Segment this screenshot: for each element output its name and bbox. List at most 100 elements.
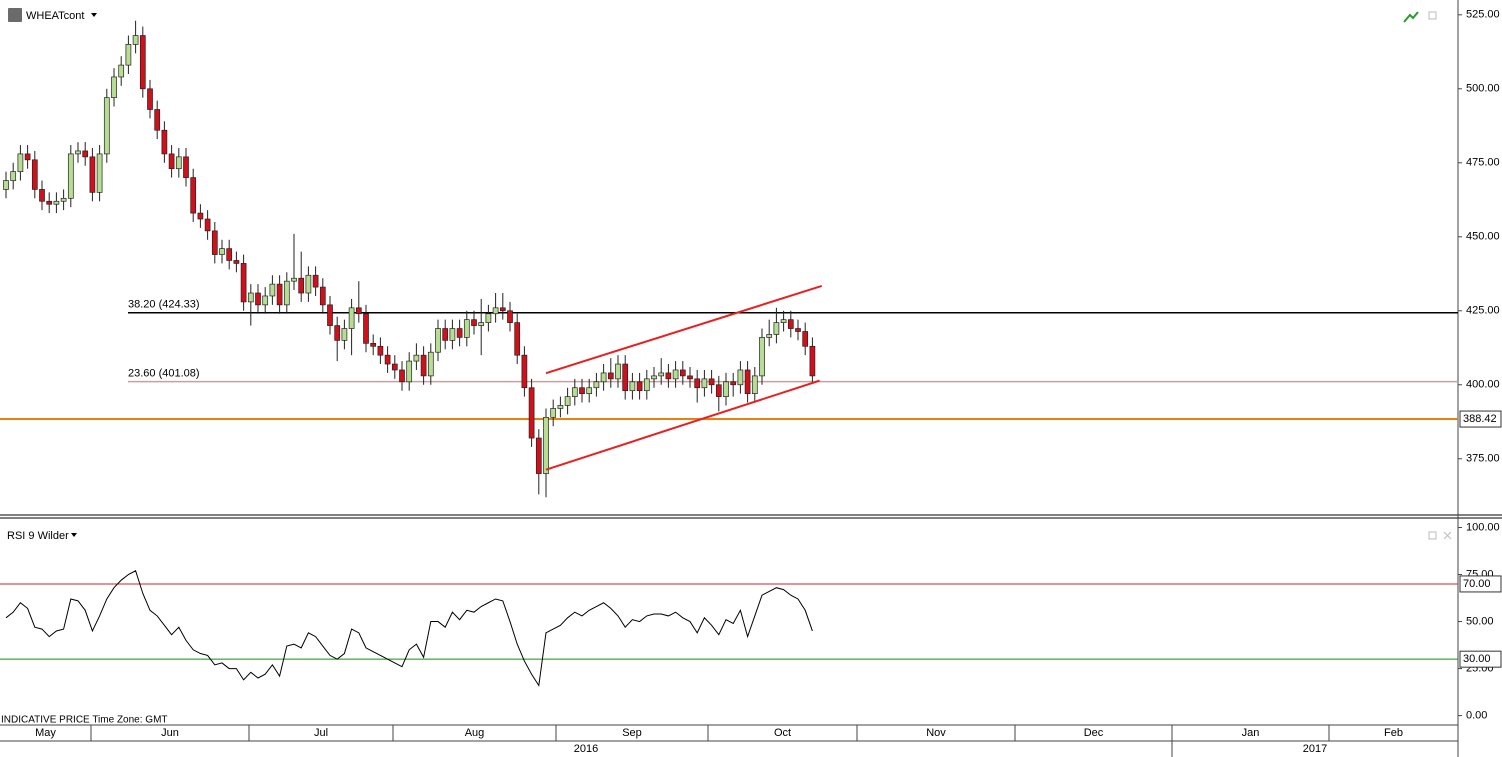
indicator-title[interactable]: RSI 9 Wilder <box>7 530 69 542</box>
fib-label: 23.60 (401.08) <box>128 367 200 379</box>
candle-body <box>456 328 463 338</box>
footer-note: INDICATIVE PRICE Time Zone: GMT <box>1 715 168 726</box>
candle-body <box>183 156 189 178</box>
rsi-level-label-box <box>1459 575 1502 593</box>
candle-body <box>233 260 240 264</box>
year-label: 2017 <box>1303 743 1327 755</box>
candle-body <box>442 328 449 341</box>
candle-body <box>802 331 809 347</box>
candle-body <box>262 295 269 306</box>
rsi-level-label-box <box>1459 650 1502 668</box>
y-tick-label: 50.00 <box>1466 615 1494 627</box>
price-line-label: 388.42 <box>1463 413 1497 425</box>
candle-body <box>571 387 578 397</box>
dropdown-arrow[interactable] <box>71 533 77 537</box>
candle-body <box>24 153 31 161</box>
month-label: Jul <box>314 727 328 739</box>
candle-body <box>420 354 427 377</box>
candle-body <box>629 381 636 392</box>
candle-body <box>492 307 499 315</box>
y-tick-label: 450.00 <box>1466 231 1500 243</box>
candle-body <box>283 280 290 306</box>
month-label: Aug <box>465 727 485 739</box>
candle-body <box>550 408 557 418</box>
candle-body <box>507 310 513 323</box>
candle-body <box>773 322 780 335</box>
symbol-icon[interactable] <box>8 8 22 22</box>
candle-body <box>276 283 283 306</box>
candle-body <box>219 248 225 255</box>
candle-body <box>471 319 477 326</box>
candle-body <box>291 277 297 282</box>
close-icon[interactable] <box>1443 531 1452 540</box>
candle-body <box>17 153 24 173</box>
fib-label: 38.20 (424.33) <box>128 299 200 311</box>
candle-body <box>694 378 701 389</box>
candle-body <box>319 286 326 306</box>
candle-body <box>96 153 103 193</box>
candle-body <box>766 334 773 338</box>
y-tick-label: 375.00 <box>1466 453 1500 465</box>
candle-body <box>269 283 276 297</box>
candle-body <box>586 387 593 394</box>
candle-body <box>744 369 751 394</box>
candle-body <box>521 354 528 389</box>
candle-body <box>658 372 665 377</box>
candle-body <box>60 197 67 202</box>
candle-body <box>103 97 110 155</box>
rsi-line <box>5 570 813 687</box>
trend-line <box>545 379 820 471</box>
candle-body <box>363 313 369 344</box>
candle-body <box>3 180 9 190</box>
candle-body <box>564 396 571 406</box>
candle-body <box>514 322 521 356</box>
indicator-icon[interactable] <box>1403 11 1419 23</box>
y-tick-label: 425.00 <box>1466 305 1500 317</box>
candle-body <box>10 171 17 181</box>
candle-body <box>737 369 744 386</box>
candle-body <box>795 328 801 332</box>
candle-body <box>499 307 506 312</box>
y-tick-label: 0.00 <box>1466 710 1487 722</box>
window-icon[interactable] <box>1428 11 1437 20</box>
window-icon[interactable] <box>1428 531 1437 540</box>
candle-body <box>355 307 362 315</box>
symbol-name[interactable]: WHEATcont <box>26 10 84 22</box>
candle-body <box>377 345 384 356</box>
dropdown-arrow[interactable] <box>91 13 97 17</box>
price-line-label-box <box>1459 410 1502 428</box>
candle-body <box>759 337 765 377</box>
candle-body <box>226 248 233 261</box>
candle-body <box>543 416 549 474</box>
candle-body <box>636 381 643 392</box>
candle-body <box>348 307 355 329</box>
y-tick-label: 100.00 <box>1466 521 1500 533</box>
candle-body <box>111 76 117 99</box>
candle-body <box>204 218 211 232</box>
candle-body <box>615 363 621 380</box>
candle-body <box>449 328 456 341</box>
month-label: Jun <box>161 727 179 739</box>
candle-body <box>665 372 672 380</box>
candle-body <box>247 292 254 303</box>
candle-body <box>334 325 341 341</box>
candle-body <box>593 381 600 389</box>
candle-body <box>687 375 693 380</box>
candle-body <box>154 109 161 131</box>
candle-body <box>607 372 614 380</box>
candle-body <box>139 35 146 90</box>
candle-body <box>715 384 722 397</box>
month-label: Jan <box>1242 727 1260 739</box>
month-label: Sep <box>622 727 642 739</box>
candle-body <box>168 153 175 170</box>
candle-body <box>175 156 182 170</box>
candle-body <box>708 378 715 386</box>
candle-body <box>701 378 708 389</box>
candle-body <box>535 437 542 474</box>
candle-body <box>406 360 413 383</box>
candle-body <box>53 200 60 205</box>
candle-body <box>67 153 74 199</box>
candle-body <box>89 156 96 193</box>
